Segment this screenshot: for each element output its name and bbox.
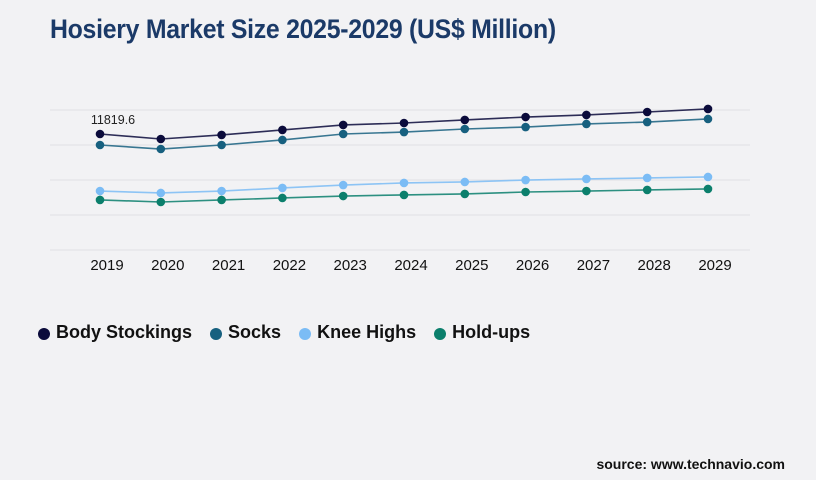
- x-tick-label: 2029: [698, 257, 731, 274]
- data-point[interactable]: [642, 117, 652, 127]
- x-tick-label: 2028: [638, 257, 671, 274]
- data-point[interactable]: [582, 186, 591, 196]
- data-point[interactable]: [338, 129, 348, 139]
- data-point[interactable]: [399, 127, 409, 137]
- data-point[interactable]: [521, 175, 530, 185]
- data-point[interactable]: [156, 188, 166, 198]
- data-point[interactable]: [156, 144, 166, 154]
- legend-marker-icon: [434, 328, 447, 340]
- data-point[interactable]: [703, 104, 713, 114]
- x-tick-label: 2022: [273, 257, 306, 274]
- data-point[interactable]: [582, 119, 591, 129]
- data-point[interactable]: [95, 195, 105, 205]
- x-tick-label: 2023: [334, 257, 367, 274]
- legend-item[interactable]: Hold-ups: [434, 322, 530, 343]
- data-point[interactable]: [460, 189, 470, 199]
- data-point[interactable]: [521, 112, 530, 122]
- data-point[interactable]: [582, 110, 591, 120]
- data-point[interactable]: [338, 191, 348, 201]
- data-point[interactable]: [703, 114, 713, 124]
- data-point[interactable]: [642, 185, 652, 195]
- series-hold-ups: [95, 184, 713, 207]
- line-chart: 2019 2020 2021 2022 2023 2024 2025 2026 2027 2028…: [50, 104, 750, 274]
- x-tick-label: 2026: [516, 257, 549, 274]
- data-point[interactable]: [582, 174, 591, 184]
- chart-title: Hosiery Market Size 2025-2029 (US$ Milli…: [50, 14, 556, 44]
- legend-marker-icon: [38, 328, 50, 340]
- series-group: [95, 104, 713, 207]
- data-point[interactable]: [399, 178, 409, 188]
- data-point[interactable]: [460, 124, 470, 134]
- data-point[interactable]: [703, 184, 713, 194]
- legend-label: Knee Highs: [317, 322, 417, 342]
- series-body-stockings: [95, 104, 713, 144]
- source-text: source: www.technavio.com: [596, 456, 785, 472]
- data-point[interactable]: [217, 186, 226, 196]
- gridlines: [50, 109, 750, 251]
- data-label: 11819.6: [91, 113, 135, 127]
- data-point[interactable]: [460, 177, 470, 187]
- x-tick-label: 2024: [394, 257, 427, 274]
- legend-marker-icon: [299, 328, 312, 340]
- data-point[interactable]: [217, 195, 226, 205]
- legend-item[interactable]: Socks: [210, 322, 281, 343]
- data-point[interactable]: [399, 118, 409, 128]
- data-point[interactable]: [338, 180, 348, 190]
- data-point[interactable]: [521, 187, 530, 197]
- data-point[interactable]: [95, 186, 105, 196]
- data-point[interactable]: [460, 115, 470, 125]
- data-point[interactable]: [278, 125, 287, 135]
- data-point[interactable]: [156, 134, 166, 144]
- x-tick-label: 2021: [212, 257, 245, 274]
- data-point[interactable]: [156, 197, 166, 207]
- data-point[interactable]: [703, 172, 713, 182]
- data-point[interactable]: [278, 183, 287, 193]
- data-point[interactable]: [278, 135, 287, 145]
- data-point[interactable]: [95, 140, 105, 150]
- data-point[interactable]: [217, 140, 226, 150]
- legend-label: Socks: [228, 322, 282, 342]
- legend-marker-icon: [210, 328, 223, 340]
- annotations: 11819.6: [91, 113, 135, 127]
- legend-item[interactable]: Knee Highs: [299, 322, 416, 343]
- x-tick-label: 2027: [577, 257, 610, 274]
- data-point[interactable]: [338, 120, 348, 130]
- data-point[interactable]: [95, 129, 105, 139]
- x-axis-ticks: 2019 2020 2021 2022 2023 2024 2025 2026 2027 2028…: [90, 257, 731, 274]
- x-tick-label: 2019: [90, 257, 123, 274]
- data-point[interactable]: [217, 130, 226, 140]
- legend-item[interactable]: Body Stockings: [38, 322, 192, 343]
- data-point[interactable]: [642, 173, 652, 183]
- data-point[interactable]: [642, 107, 652, 117]
- data-point[interactable]: [399, 190, 409, 200]
- legend-label: Body Stockings: [56, 322, 193, 342]
- series-knee-highs: [95, 172, 713, 198]
- x-tick-label: 2020: [151, 257, 184, 274]
- data-point[interactable]: [278, 193, 287, 203]
- x-tick-label: 2025: [455, 257, 488, 274]
- data-point[interactable]: [521, 122, 530, 132]
- legend-label: Hold-ups: [452, 322, 531, 342]
- series-socks: [95, 114, 713, 154]
- legend: Body Stockings Socks Knee Highs Hold-ups: [38, 322, 530, 343]
